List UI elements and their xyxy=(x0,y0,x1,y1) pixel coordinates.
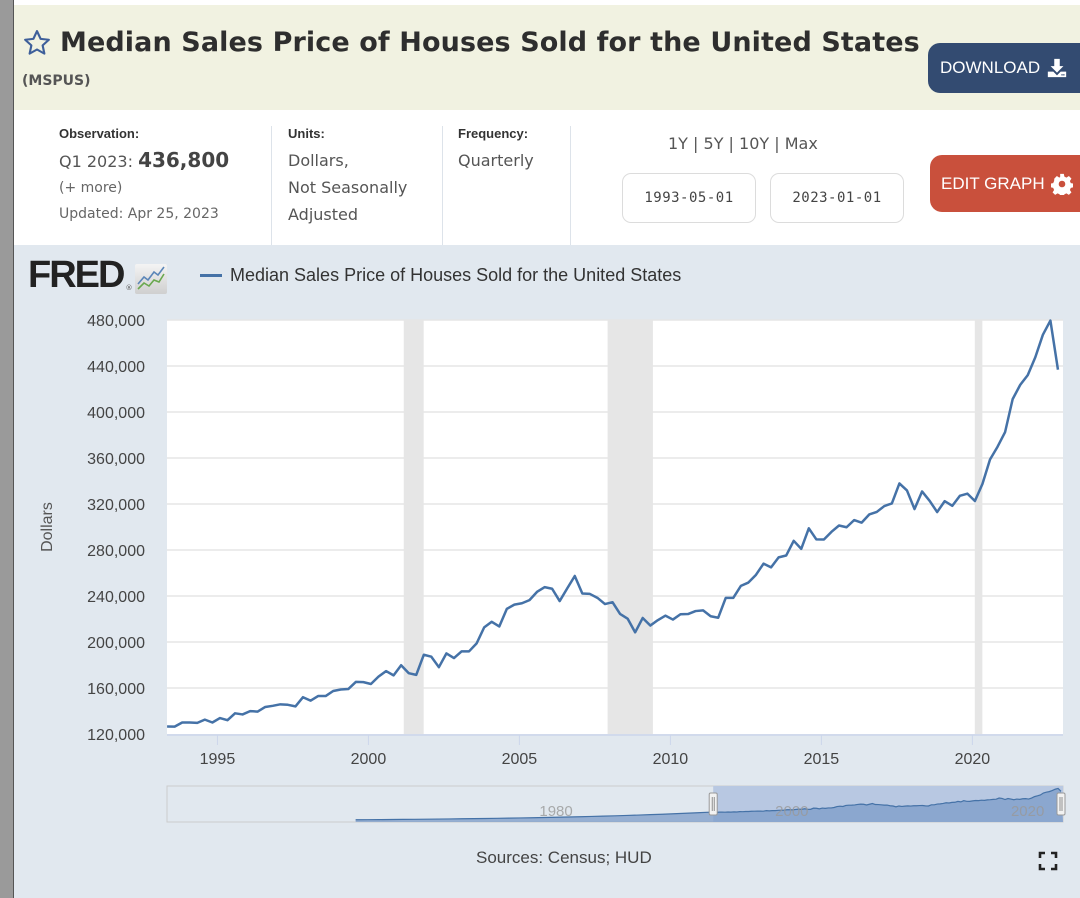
navigator-handle[interactable] xyxy=(708,792,718,816)
x-tick-label: 2005 xyxy=(502,751,538,768)
window-left-border xyxy=(0,0,14,898)
x-tick-label: 2000 xyxy=(351,751,387,768)
date-range-links: 1Y | 5Y | 10Y | Max xyxy=(668,134,818,153)
navigator-area-fill xyxy=(355,788,1063,822)
fred-logo[interactable]: FRED ® xyxy=(28,254,168,296)
navigator-series-line xyxy=(355,787,1062,821)
observation-period: Q1 2023: xyxy=(59,152,133,171)
y-tick-label: 480,000 xyxy=(87,313,145,330)
y-tick-label: 360,000 xyxy=(87,451,145,468)
legend-line-swatch xyxy=(200,274,222,277)
fred-chart-icon xyxy=(135,264,168,294)
y-tick-label: 240,000 xyxy=(87,589,145,606)
y-tick-label: 160,000 xyxy=(87,681,145,698)
observation-row: Q1 2023: 436,800 xyxy=(59,147,229,175)
units-line: Not Seasonally xyxy=(288,178,408,197)
x-tick-label: 2010 xyxy=(653,751,689,768)
download-button[interactable]: DOWNLOAD xyxy=(928,43,1080,93)
navigator-tick-label: 2000 xyxy=(775,803,808,820)
start-date-input[interactable]: 1993-05-01 xyxy=(622,173,756,223)
page-title: Median Sales Price of Houses Sold for th… xyxy=(60,27,920,58)
end-date-input[interactable]: 2023-01-01 xyxy=(770,173,904,223)
range-max-link[interactable]: Max xyxy=(784,134,818,153)
download-label: DOWNLOAD xyxy=(940,58,1041,77)
y-tick-label: 400,000 xyxy=(87,405,145,422)
more-observations-link[interactable]: (+ more) xyxy=(59,180,123,196)
divider xyxy=(570,126,571,245)
recession-shading xyxy=(403,320,424,734)
y-tick-label: 440,000 xyxy=(87,359,145,376)
navigator-tick-label: 1980 xyxy=(539,803,572,820)
observation-value: 436,800 xyxy=(138,148,230,172)
y-axis-title: Dollars xyxy=(39,502,56,552)
favorite-star-icon[interactable] xyxy=(22,28,52,58)
divider xyxy=(442,126,443,245)
navigator-tick-label: 2020 xyxy=(1011,803,1044,820)
units-line: Dollars, xyxy=(288,151,349,170)
legend-label: Median Sales Price of Houses Sold for th… xyxy=(230,265,682,285)
units-column: Units: Dollars, Not Seasonally Adjusted xyxy=(288,126,407,228)
fullscreen-icon[interactable] xyxy=(1038,851,1058,871)
series-id: (MSPUS) xyxy=(22,73,91,89)
range-5y-link[interactable]: 5Y xyxy=(703,134,724,153)
chart-legend[interactable]: Median Sales Price of Houses Sold for th… xyxy=(200,265,681,286)
edit-graph-button[interactable]: EDIT GRAPH xyxy=(930,155,1080,212)
fred-logo-text: FRED xyxy=(28,254,125,296)
range-10y-link[interactable]: 10Y xyxy=(739,134,770,153)
title-row: Median Sales Price of Houses Sold for th… xyxy=(22,27,920,58)
recession-shading xyxy=(974,320,983,734)
y-tick-label: 200,000 xyxy=(87,635,145,652)
x-tick-label: 2020 xyxy=(955,751,991,768)
series-line xyxy=(167,319,1060,728)
frequency-label: Frequency: xyxy=(458,126,529,141)
download-icon xyxy=(1047,58,1067,78)
edit-graph-label: EDIT GRAPH xyxy=(941,173,1045,193)
frequency-column: Frequency: Quarterly xyxy=(458,126,534,174)
y-tick-label: 320,000 xyxy=(87,497,145,514)
series-header: Median Sales Price of Houses Sold for th… xyxy=(14,5,1080,110)
units-label: Units: xyxy=(288,126,325,141)
frequency-value: Quarterly xyxy=(458,151,534,170)
sources-note: Sources: Census; HUD xyxy=(476,848,652,867)
divider xyxy=(271,126,272,245)
gear-icon xyxy=(1050,173,1073,195)
registered-mark: ® xyxy=(125,284,133,292)
y-tick-label: 120,000 xyxy=(87,727,145,744)
x-tick-label: 1995 xyxy=(200,751,236,768)
range-1y-link[interactable]: 1Y xyxy=(668,134,688,153)
y-tick-label: 280,000 xyxy=(87,543,145,560)
recession-shading xyxy=(607,320,653,734)
x-tick-label: 2015 xyxy=(804,751,840,768)
observation-column: Observation: Q1 2023: 436,800 (+ more) U… xyxy=(59,126,229,227)
navigator-handle[interactable] xyxy=(1056,792,1066,816)
updated-date: Updated: Apr 25, 2023 xyxy=(59,206,219,222)
observation-label: Observation: xyxy=(59,126,140,141)
units-line: Adjusted xyxy=(288,205,359,224)
